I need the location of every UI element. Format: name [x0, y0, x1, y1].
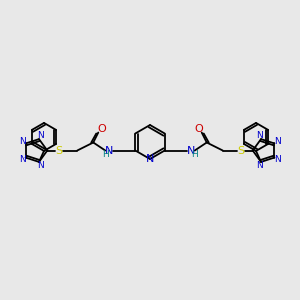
Text: N: N	[19, 136, 26, 146]
Text: N: N	[37, 131, 44, 140]
Text: H: H	[102, 150, 109, 159]
Text: O: O	[194, 124, 203, 134]
Text: N: N	[274, 136, 281, 146]
Text: H: H	[191, 150, 198, 159]
Text: N: N	[146, 154, 154, 164]
Text: N: N	[37, 161, 44, 170]
Text: N: N	[274, 155, 281, 164]
Text: N: N	[187, 146, 195, 155]
Text: S: S	[237, 146, 244, 155]
Text: N: N	[256, 161, 263, 170]
Text: N: N	[19, 155, 26, 164]
Text: N: N	[105, 146, 113, 155]
Text: N: N	[256, 131, 263, 140]
Text: O: O	[97, 124, 106, 134]
Text: S: S	[56, 146, 63, 155]
